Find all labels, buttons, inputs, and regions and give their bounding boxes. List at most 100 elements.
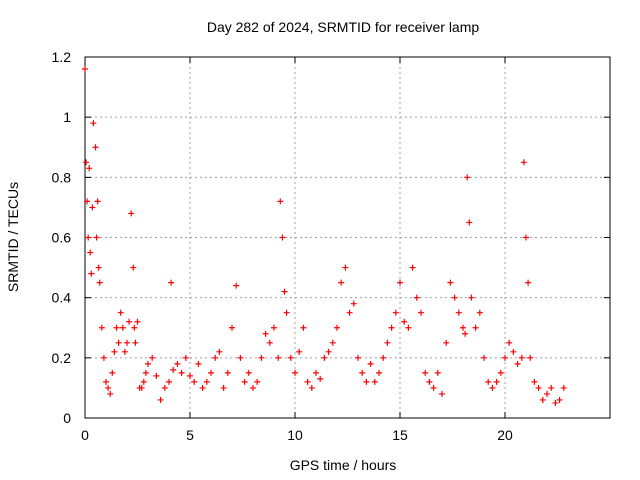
data-point xyxy=(87,249,94,256)
data-point xyxy=(388,324,395,331)
data-point xyxy=(329,339,336,346)
data-point xyxy=(308,384,315,391)
data-point xyxy=(485,378,492,385)
data-point xyxy=(397,279,403,286)
data-point xyxy=(124,339,130,346)
data-point xyxy=(527,354,534,361)
data-point xyxy=(447,279,454,286)
data-point xyxy=(466,219,473,226)
data-point xyxy=(376,369,382,376)
chart-title: Day 282 of 2024, SRMTID for receiver lam… xyxy=(207,19,480,35)
data-point xyxy=(90,120,97,127)
data-point xyxy=(233,282,240,289)
data-point xyxy=(338,279,345,286)
data-point xyxy=(560,384,567,391)
data-point xyxy=(548,384,555,391)
data-point xyxy=(83,159,90,166)
data-point xyxy=(283,309,290,316)
data-point xyxy=(117,309,124,316)
data-point xyxy=(384,339,391,346)
data-point xyxy=(544,390,550,397)
data-point xyxy=(489,384,496,391)
data-point xyxy=(292,369,298,376)
data-point xyxy=(535,384,542,391)
data-point xyxy=(212,354,219,361)
data-point xyxy=(115,339,122,346)
data-point xyxy=(413,294,420,301)
data-point xyxy=(130,264,137,271)
data-point xyxy=(392,309,399,316)
data-point xyxy=(82,66,88,73)
data-point xyxy=(426,378,433,385)
data-point xyxy=(166,378,172,385)
data-point xyxy=(472,324,479,331)
data-point xyxy=(254,378,261,385)
data-points xyxy=(82,66,567,406)
data-point xyxy=(153,372,160,379)
data-point xyxy=(468,294,475,301)
y-tick-label: 0.2 xyxy=(52,350,72,366)
data-point xyxy=(149,354,156,361)
data-point xyxy=(506,339,513,346)
data-point xyxy=(258,354,265,361)
data-point xyxy=(325,348,332,355)
data-point xyxy=(119,324,126,331)
data-point xyxy=(178,369,185,376)
data-point xyxy=(86,165,93,172)
data-point xyxy=(157,396,164,403)
data-point xyxy=(96,279,103,286)
data-point xyxy=(523,234,529,241)
data-point xyxy=(342,264,349,271)
data-point xyxy=(84,198,91,205)
data-point xyxy=(476,309,483,316)
data-point xyxy=(224,369,231,376)
data-point xyxy=(281,288,288,295)
data-point xyxy=(460,324,466,331)
x-tick-label: 10 xyxy=(287,427,303,443)
data-point xyxy=(241,378,248,385)
data-point xyxy=(321,354,328,361)
data-point xyxy=(111,348,118,355)
data-point xyxy=(510,348,517,355)
data-point xyxy=(266,339,273,346)
data-point xyxy=(439,390,445,397)
data-point xyxy=(105,384,112,391)
data-point xyxy=(107,390,114,397)
data-point xyxy=(131,324,138,331)
grid xyxy=(85,57,610,418)
data-point xyxy=(191,378,198,385)
data-point xyxy=(539,396,546,403)
plot-frame xyxy=(84,56,611,419)
data-point xyxy=(168,279,175,286)
y-tick-label: 0 xyxy=(63,410,71,426)
data-point xyxy=(455,309,462,316)
y-axis-label: SRMTID / TECUs xyxy=(5,182,21,292)
data-point xyxy=(113,324,120,331)
data-point xyxy=(359,369,366,376)
y-tick-label: 1 xyxy=(63,109,71,125)
data-point xyxy=(182,354,189,361)
data-point xyxy=(346,309,353,316)
data-point xyxy=(262,330,269,337)
data-point xyxy=(497,369,504,376)
data-point xyxy=(229,324,235,331)
data-point xyxy=(287,354,294,361)
data-point xyxy=(300,324,307,331)
data-point xyxy=(132,339,139,346)
data-point xyxy=(525,279,532,286)
data-point xyxy=(140,378,147,385)
data-point xyxy=(405,324,412,331)
data-point xyxy=(100,354,107,361)
data-point xyxy=(462,330,469,337)
data-point xyxy=(128,210,135,217)
data-point xyxy=(409,264,416,271)
data-point xyxy=(514,360,521,367)
data-point xyxy=(443,339,450,346)
data-point xyxy=(464,174,471,181)
data-point xyxy=(121,348,128,355)
data-point xyxy=(174,360,181,367)
data-point xyxy=(350,300,357,307)
data-point xyxy=(363,378,370,385)
data-point xyxy=(279,234,286,241)
